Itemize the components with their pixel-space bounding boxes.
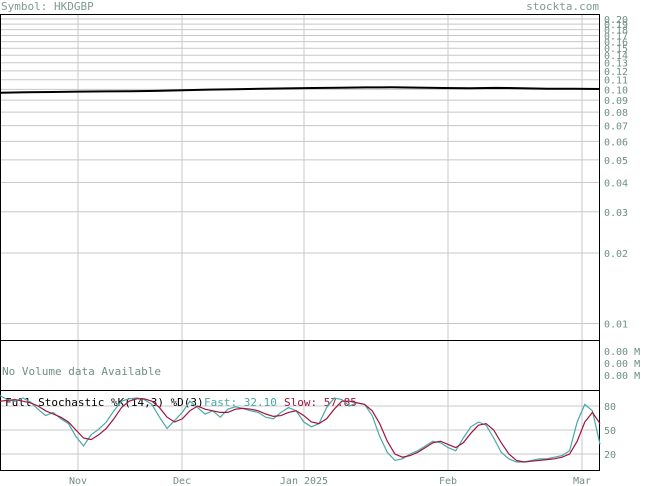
price-tick-label: 0.19 [604, 20, 628, 31]
volume-note: No Volume data Available [2, 365, 161, 378]
price-tick-label: 0.04 [604, 179, 628, 190]
price-tick-label: 0.05 [604, 156, 628, 167]
price-axis-ticks: 0.200.190.180.170.160.150.140.130.120.11… [604, 15, 628, 331]
price-tick-label: 0.11 [604, 76, 628, 87]
price-tick-label: 0.10 [604, 85, 628, 96]
price-line [0, 86, 601, 94]
price-tick-label: 0.01 [604, 319, 628, 330]
price-tick-label: 0.14 [604, 51, 628, 62]
price-date-gridlines [77, 14, 583, 340]
price-tick-label: 0.16 [604, 38, 628, 49]
date-tick-label: Mar [573, 476, 591, 486]
price-tick-label: 0.12 [604, 67, 628, 78]
stochastic-panel-frame [0, 390, 600, 471]
price-tick-label: 0.03 [604, 208, 628, 219]
stochastic-gridlines [0, 405, 600, 455]
date-tick-label: Jan 2025 [280, 476, 328, 486]
stochastic-axis-ticks: 80 50 20 [604, 402, 616, 461]
volume-tick-label: 0.00 M [604, 347, 640, 358]
date-tick-label: Nov [69, 476, 87, 486]
date-tick-label: Feb [439, 476, 457, 486]
volume-tick-label: 0.00 M [604, 359, 640, 370]
price-tick-label: 0.06 [604, 137, 628, 148]
stochastic-tick-label: 50 [604, 426, 616, 437]
slow-stochastic-line [0, 398, 601, 463]
volume-axis-ticks: 0.00 M0.00 M0.00 M [604, 347, 640, 382]
volume-tick-label: 0.00 M [604, 371, 640, 382]
price-tick-label: 0.02 [604, 249, 628, 260]
fast-label: Fast: 32.10 [204, 396, 277, 409]
price-tick-label: 0.07 [604, 122, 628, 133]
stochastic-title: Full Stochastic %K(14,3) %D(3) [5, 396, 204, 409]
price-tick-label: 0.20 [604, 15, 628, 26]
site-label: stockta.com [526, 0, 599, 13]
fast-stochastic-line [0, 395, 601, 463]
price-tick-label: 0.17 [604, 31, 628, 42]
price-tick-label: 0.15 [604, 44, 628, 55]
stochastic-tick-label: 20 [604, 450, 616, 461]
date-tick-label: Dec [173, 476, 191, 486]
stochastic-tick-label: 80 [604, 402, 616, 413]
chart-symbol-label: Symbol: HKDGBP [1, 0, 94, 13]
price-panel-frame [0, 14, 600, 341]
price-tick-label: 0.08 [604, 108, 628, 119]
date-axis-labels: Nov Dec Jan 2025 Feb Mar [69, 476, 591, 486]
price-tick-label: 0.18 [604, 26, 628, 37]
price-tick-label: 0.13 [604, 59, 628, 70]
price-tick-label: 0.09 [604, 96, 628, 107]
volume-date-gridlines [77, 340, 583, 390]
price-gridlines [0, 18, 600, 324]
